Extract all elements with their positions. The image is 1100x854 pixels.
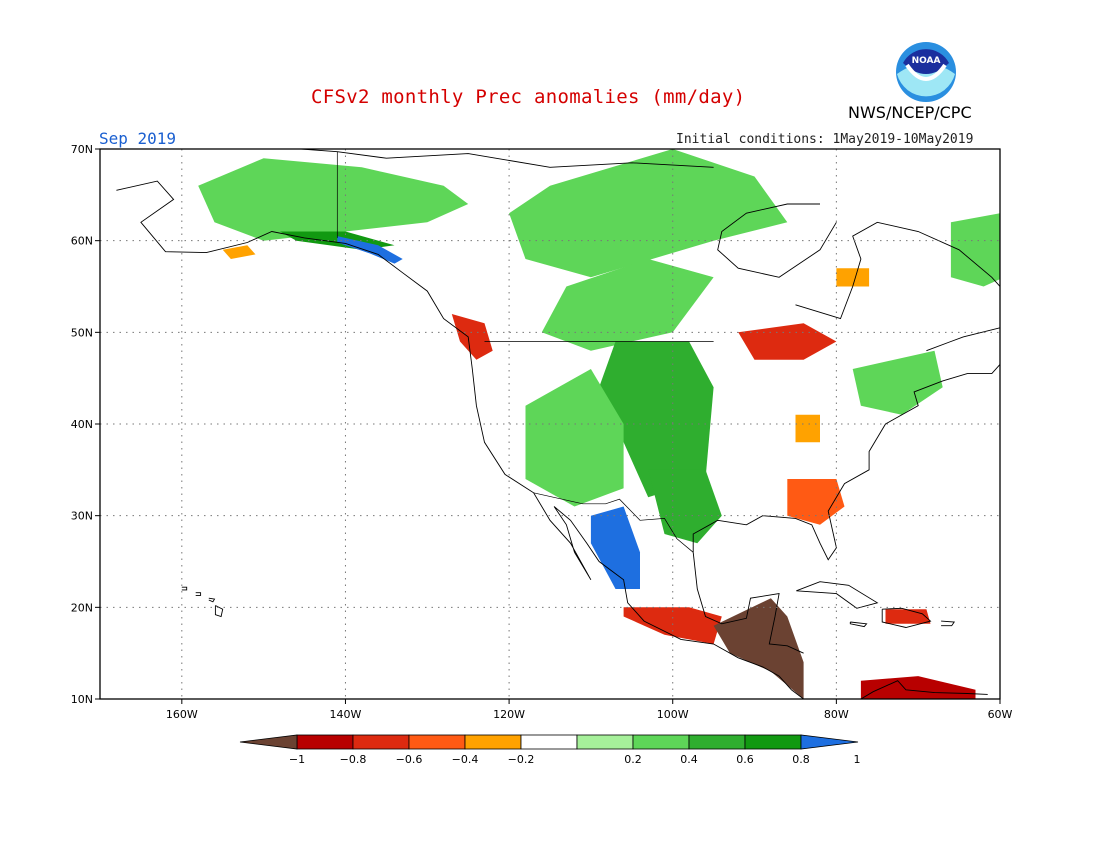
colorbar-label: 0.2 bbox=[624, 753, 642, 766]
colorbar-label: 1 bbox=[854, 753, 861, 766]
anomaly-region-ohio-valley bbox=[795, 414, 820, 443]
lon-tick-label: 160W bbox=[166, 708, 198, 721]
forecast-month: Sep 2019 bbox=[99, 129, 177, 148]
colorbar-swatch bbox=[632, 734, 690, 750]
lat-tick-label: 50N bbox=[71, 326, 93, 339]
anomaly-region-newfoundland bbox=[1000, 241, 1025, 259]
colorbar-high-arrow bbox=[800, 734, 859, 750]
anomaly-region-great-lakes-north bbox=[738, 323, 837, 360]
anomaly-region-northern-canada bbox=[509, 149, 788, 278]
lat-tick-label: 10N bbox=[71, 693, 93, 706]
colorbar-swatch bbox=[464, 734, 522, 750]
colorbar-swatch bbox=[744, 734, 802, 750]
colorbar-label: 0.4 bbox=[680, 753, 698, 766]
anomaly-region-new-england bbox=[852, 350, 943, 415]
colorbar-swatch bbox=[576, 734, 634, 750]
initial-conditions: Initial conditions: 1May2019-10May2019 bbox=[676, 132, 974, 147]
axis-ticks: 160W 140W 120W 100W 80W 60W 10N 20N 30N 40N 50N 60N… bbox=[71, 143, 1013, 721]
agency-label: NWS/NCEP/CPC bbox=[848, 103, 972, 122]
colorbar-swatch bbox=[296, 734, 354, 750]
colorbar-label: −1 bbox=[289, 753, 305, 766]
anomaly-region-labrador bbox=[950, 213, 1000, 287]
colorbar-low-arrow bbox=[239, 734, 298, 750]
anomaly-region-southern-mexico bbox=[623, 607, 722, 644]
anomaly-region-gulf-of-california-coast bbox=[590, 506, 640, 589]
lon-tick-label: 60W bbox=[988, 708, 1013, 721]
anomaly-region-hudson-bay-west bbox=[541, 259, 714, 351]
gridlines bbox=[100, 149, 1000, 699]
anomaly-region-alaska-panhandle bbox=[337, 236, 403, 264]
colorbar-swatch bbox=[688, 734, 746, 750]
anomaly-region-hispaniola bbox=[885, 609, 931, 624]
colorbar: −1 −0.8 −0.6 −0.4 −0.2 0.2 0.4 0.6 0.8 1 bbox=[239, 734, 861, 766]
lat-tick-label: 20N bbox=[71, 601, 93, 614]
colorbar-label: −0.6 bbox=[396, 753, 423, 766]
lon-tick-label: 80W bbox=[824, 708, 849, 721]
colorbar-swatch bbox=[352, 734, 410, 750]
anomaly-region-quebec bbox=[836, 268, 870, 287]
anomaly-region-british-columbia-washington-coast bbox=[451, 314, 493, 360]
colorbar-label: 0.6 bbox=[736, 753, 754, 766]
colorbar-swatch bbox=[408, 734, 466, 750]
lon-tick-label: 120W bbox=[493, 708, 525, 721]
lon-tick-label: 140W bbox=[330, 708, 362, 721]
colorbar-label: −0.8 bbox=[340, 753, 367, 766]
map-title: CFSv2 monthly Prec anomalies (mm/day) bbox=[311, 86, 746, 108]
lat-tick-label: 30N bbox=[71, 510, 93, 523]
lat-tick-label: 40N bbox=[71, 418, 93, 431]
anomaly-field bbox=[198, 149, 1025, 699]
colorbar-swatch bbox=[520, 734, 578, 750]
lon-tick-label: 100W bbox=[657, 708, 689, 721]
anomaly-region-alaska-peninsula bbox=[222, 245, 256, 259]
anomaly-region-texas bbox=[648, 469, 722, 544]
anomaly-region-alaska-yukon bbox=[198, 158, 469, 241]
anomaly-region-central-plains bbox=[599, 341, 714, 498]
anomaly-region-northern-south-america bbox=[860, 676, 976, 699]
colorbar-label: −0.2 bbox=[508, 753, 535, 766]
colorbar-label: −0.4 bbox=[452, 753, 479, 766]
noaa-logo: NOAA bbox=[896, 42, 956, 102]
lat-tick-label: 60N bbox=[71, 235, 93, 248]
noaa-logo-text: NOAA bbox=[912, 56, 941, 66]
anomaly-region-central-america bbox=[713, 598, 804, 699]
anomaly-region-rockies-southwest bbox=[525, 369, 624, 507]
colorbar-label: 0.8 bbox=[792, 753, 810, 766]
anomaly-region-southeast-us bbox=[787, 479, 845, 525]
lat-tick-label: 70N bbox=[71, 143, 93, 156]
